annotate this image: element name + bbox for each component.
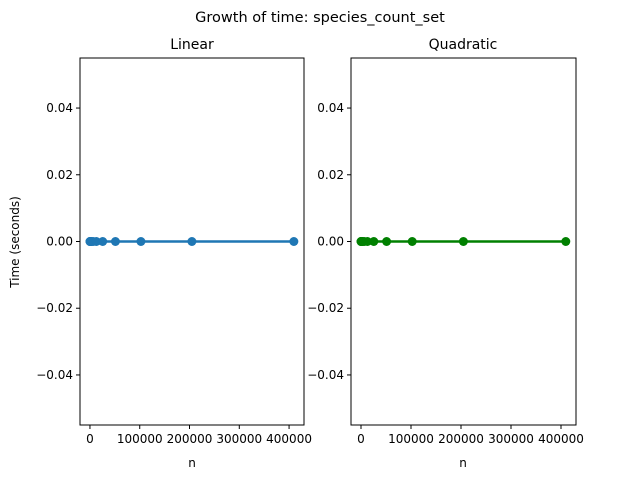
x-tick-label-linear: 300000 bbox=[216, 432, 262, 446]
y-tick-label-linear: 0.00 bbox=[46, 235, 73, 249]
y-tick-label-quadratic: 0.02 bbox=[317, 168, 344, 182]
x-axis-label-linear: n bbox=[188, 456, 196, 470]
y-axis-label-linear: Time (seconds) bbox=[8, 196, 22, 289]
data-point-linear bbox=[98, 237, 108, 246]
data-point-quadratic bbox=[561, 237, 571, 246]
data-point-linear bbox=[110, 237, 120, 246]
data-point-quadratic bbox=[362, 237, 372, 246]
subplot-linear: Linear 0 100000 200000 300000 400000 0.04 0.02… bbox=[8, 37, 312, 470]
x-tick-label-linear: 100000 bbox=[117, 432, 163, 446]
data-point-quadratic bbox=[407, 237, 417, 246]
plot-area-linear: 0 100000 200000 300000 400000 0.04 0.02 0.00 −0.… bbox=[36, 57, 312, 446]
y-tick-label-quadratic: −0.04 bbox=[307, 368, 344, 382]
y-tick-label-linear: 0.04 bbox=[46, 101, 73, 115]
subplot-quadratic: Quadratic 0 100000 200000 300000 4000000.040… bbox=[307, 37, 584, 470]
x-tick-label-quadratic: 200000 bbox=[438, 432, 484, 446]
x-tick-label-linear: 400000 bbox=[266, 432, 312, 446]
x-axis-label-quadratic: n bbox=[459, 456, 467, 470]
y-tick-label-linear: −0.02 bbox=[36, 301, 73, 315]
y-tick-label-linear: 0.02 bbox=[46, 168, 73, 182]
subplot-title-quadratic: Quadratic bbox=[429, 37, 498, 53]
subplot-title-linear: Linear bbox=[170, 37, 214, 53]
y-tick-label-quadratic: 0.04 bbox=[317, 101, 344, 115]
data-point-linear bbox=[187, 237, 197, 246]
x-tick-label-linear: 0 bbox=[86, 432, 94, 446]
data-point-quadratic bbox=[382, 237, 392, 246]
x-tick-label-quadratic: 400000 bbox=[538, 432, 584, 446]
x-tick-label-linear: 200000 bbox=[167, 432, 213, 446]
y-tick-label-quadratic: 0.00 bbox=[317, 235, 344, 249]
y-tick-label-quadratic: −0.02 bbox=[307, 301, 344, 315]
y-tick-label-linear: −0.04 bbox=[36, 368, 73, 382]
data-point-linear bbox=[91, 237, 101, 246]
data-point-linear bbox=[136, 237, 146, 246]
x-tick-label-quadratic: 100000 bbox=[388, 432, 434, 446]
data-point-quadratic bbox=[458, 237, 468, 246]
x-tick-label-quadratic: 300000 bbox=[488, 432, 534, 446]
plot-area-quadratic: 0 100000 200000 300000 400000 0.04 0.02 0.00 −0.… bbox=[307, 57, 584, 446]
x-tick-label-quadratic: 0 bbox=[357, 432, 365, 446]
data-point-linear bbox=[289, 237, 299, 246]
data-point-quadratic bbox=[369, 237, 379, 246]
figure-title: Growth of time: species_count_set bbox=[195, 10, 445, 26]
